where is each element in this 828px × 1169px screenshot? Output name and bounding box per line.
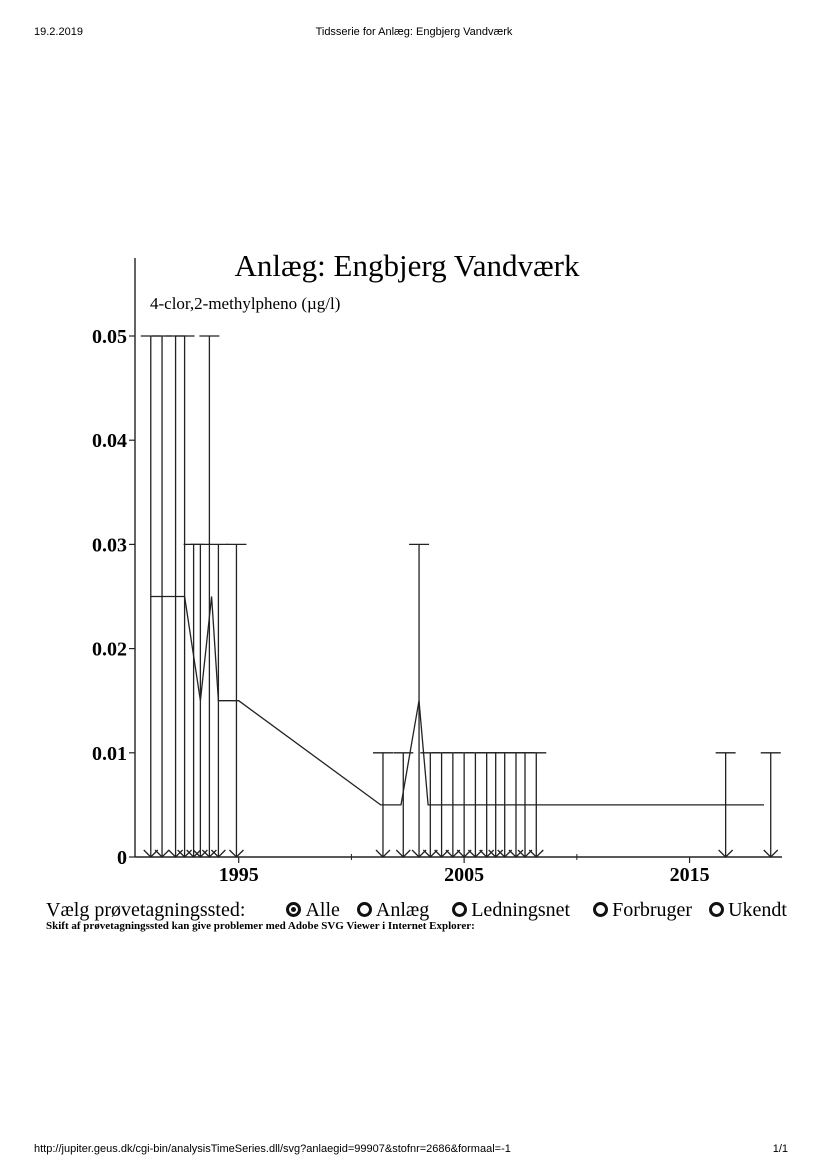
- below-limit-arrow: [143, 849, 159, 858]
- radio-option-alle[interactable]: Alle: [286, 899, 340, 922]
- y-ticks: 0 0.01 0.02 0.03 0.04 0.05: [92, 326, 135, 869]
- below-limit-arrow: [434, 849, 450, 858]
- print-date: 19.2.2019: [34, 26, 83, 38]
- print-url: http://jupiter.geus.dk/cgi-bin/analysisT…: [34, 1143, 511, 1155]
- below-limit-arrow: [228, 849, 244, 858]
- x-tick-label: 2015: [670, 864, 710, 886]
- radio-option-ukendt[interactable]: Ukendt: [709, 899, 787, 922]
- radio-option-forbruger[interactable]: Forbruger: [593, 899, 692, 922]
- x-ticks: 1995 2005 2015: [219, 854, 710, 886]
- radio-option-anlaeg[interactable]: Anlæg: [356, 899, 430, 922]
- print-title: Tidsserie for Anlæg: Engbjerg Vandværk: [315, 26, 513, 38]
- below-limit-arrow: [718, 849, 734, 858]
- below-limit-arrow: [395, 849, 411, 858]
- below-limit-arrow: [456, 849, 472, 858]
- selector-label: Vælg prøvetagningssted:: [46, 899, 246, 921]
- below-limit-arrow: [186, 849, 202, 858]
- below-limit-arrow: [467, 849, 483, 858]
- below-limit-arrow: [497, 849, 513, 858]
- radio-icon: [452, 902, 468, 917]
- radio-label: Alle: [305, 899, 340, 921]
- y-tick-label: 0.02: [92, 639, 127, 661]
- series-line: [150, 595, 764, 806]
- radio-label: Anlæg: [375, 899, 430, 921]
- below-limit-arrow: [763, 849, 779, 858]
- y-tick-label: 0.04: [92, 430, 127, 452]
- chart-title: Anlæg: Engbjerg Vandværk: [234, 248, 580, 283]
- sampling-site-selector: Vælg prøvetagningssted: Alle Anlæg Ledni…: [46, 899, 799, 922]
- below-limit-arrow: [422, 849, 438, 858]
- below-limit-arrow: [411, 849, 427, 858]
- selector-note: Skift af prøvetagningssted kan give prob…: [46, 920, 475, 932]
- below-limit-arrow: [445, 849, 461, 858]
- radio-option-ledningsnet[interactable]: Ledningsnet: [452, 899, 570, 922]
- below-limit-arrow: [517, 849, 533, 858]
- below-limit-arrow: [154, 849, 170, 858]
- radio-label: Ledningsnet: [471, 899, 571, 921]
- y-tick-label: 0.05: [92, 326, 127, 348]
- below-limit-arrow: [528, 849, 544, 858]
- x-tick-label: 2005: [444, 864, 484, 886]
- below-limit-arrow: [375, 849, 391, 858]
- x-tick-label: 1995: [219, 864, 259, 886]
- chart-subtitle: 4-clor,2-methylpheno (µg/l): [150, 294, 340, 313]
- y-tick-label: 0.01: [92, 743, 127, 765]
- radio-icon: [593, 902, 609, 917]
- time-series-chart: Anlæg: Engbjerg Vandværk 4-clor,2-methyl…: [92, 248, 782, 886]
- radio-label: Ukendt: [728, 899, 787, 921]
- radio-checked-icon: [286, 902, 302, 917]
- y-tick-label: 0: [117, 847, 127, 869]
- radio-label: Forbruger: [612, 899, 693, 921]
- below-limit-arrow: [210, 849, 226, 858]
- radio-icon: [709, 902, 725, 917]
- y-tick-label: 0.03: [92, 534, 127, 556]
- detection-limit-bars: [140, 335, 781, 858]
- radio-icon: [356, 902, 372, 917]
- page-number: 1/1: [772, 1143, 788, 1155]
